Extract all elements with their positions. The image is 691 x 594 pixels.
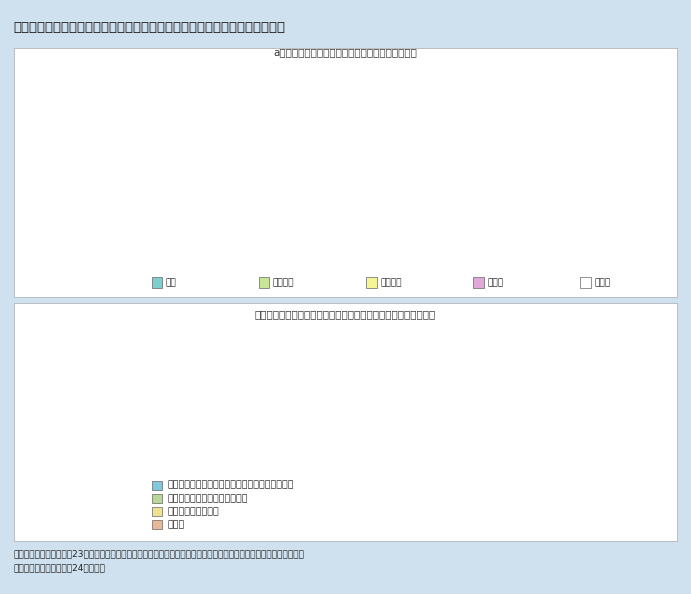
Text: 41.5%: 41.5% [261,438,290,447]
Text: 1.0%: 1.0% [144,116,163,125]
Text: 69.3%: 69.3% [306,225,334,234]
Text: [N=161]: [N=161] [88,402,131,412]
Bar [167,429,384,456]
Bar [138,243,159,251]
Bar [156,180,164,188]
Bar [138,180,156,188]
Bar [138,413,663,422]
Bar [509,342,616,368]
Bar [158,385,350,412]
Bar [660,385,663,412]
Bar [138,429,167,456]
Text: 9.1%: 9.1% [629,350,652,359]
Bar [138,456,663,466]
Bar [138,116,151,124]
Bar [553,219,574,240]
Text: a．過去５年間で採用したポストドクター等の総数: a．過去５年間で採用したポストドクター等の総数 [274,47,417,57]
Bar [616,342,664,368]
Text: 59.1%: 59.1% [339,350,368,359]
Bar [138,342,198,368]
Bar [350,385,660,412]
Text: 2.4%: 2.4% [135,116,154,125]
Bar [589,156,656,176]
Text: 78.0%: 78.0% [329,99,357,108]
Bar [159,243,171,251]
Text: 10.7%: 10.7% [616,99,645,108]
Bar [548,93,589,113]
Text: する調査」（平成24年３月）: する調査」（平成24年３月） [14,563,106,572]
Text: 9.8%: 9.8% [516,225,540,234]
Text: ポスドク+博士: ポスドク+博士 [84,225,131,235]
Bar [589,93,603,113]
Text: 12.7%: 12.7% [608,162,637,171]
Text: 採用実績有: 採用実績有 [101,345,131,355]
Text: 無回答: 無回答 [594,278,610,287]
Text: 1.5%: 1.5% [151,179,169,188]
Text: ０人: ０人 [166,278,177,287]
Text: 採用実績無: 採用実績無 [101,388,131,399]
Text: 雇用は考えていない: 雇用は考えていない [168,507,220,516]
Text: 20.5%: 20.5% [548,350,576,359]
Text: ｂ．過去５年間の採用実績別にみたポストドクター等の雇用意向: ｂ．過去５年間の採用実績別にみたポストドクター等の雇用意向 [255,309,436,320]
Text: 59.0%: 59.0% [491,394,519,403]
Text: [N=44]: [N=44] [95,358,131,368]
Text: 無回答: 無回答 [168,520,185,529]
Text: 3.4%: 3.4% [138,179,157,188]
Text: 11.4%: 11.4% [154,350,182,359]
Text: 36.6%: 36.6% [239,394,268,403]
Text: 博士: 博士 [118,162,131,171]
Text: 14.6%: 14.6% [598,225,627,234]
Bar [651,429,663,456]
Text: 5.4%: 5.4% [141,438,164,447]
Bar [138,156,504,176]
Bar [138,93,548,113]
Bar [138,385,158,412]
Bar [504,156,571,176]
Text: 12.7%: 12.7% [524,162,552,171]
Text: 全体[N=205]: 全体[N=205] [77,437,131,447]
Bar [571,156,589,176]
Text: 69.8%: 69.8% [307,162,336,171]
Bar [151,116,156,124]
Bar [502,219,553,240]
Text: 第１－２－７図／ポストドクター等の採用実績（過去５年間）及び採用意向: 第１－２－７図／ポストドクター等の採用実績（過去５年間）及び採用意向 [14,21,286,34]
Text: 資料：経済産業省　平成23年度産業技術調査事業「中小中堅企業におけるポスドク等高度技術人材の活用可能性等に関: 資料：経済産業省 平成23年度産業技術調査事業「中小中堅企業におけるポスドク等高… [14,549,305,558]
Text: 50.7%: 50.7% [503,438,532,447]
Text: ６人〜: ６人〜 [487,278,503,287]
Bar [574,219,651,240]
Text: ３〜５人: ３〜５人 [380,278,401,287]
Text: 3.7%: 3.7% [136,394,160,403]
Bar [138,219,502,240]
Text: 是非雇用したい（採用する必要性を感じている）: 是非雇用したい（採用する必要性を感じている） [168,481,294,490]
Text: 7.8%: 7.8% [557,99,580,108]
Text: ポスドク: ポスドク [105,98,131,108]
Text: １〜２人: １〜２人 [273,278,294,287]
Bar [384,429,651,456]
Bar [198,342,509,368]
Bar [603,93,659,113]
Text: 2.4%: 2.4% [155,242,175,251]
Text: 能力や条件によっては雇用する: 能力や条件によっては雇用する [168,494,248,503]
Bar [138,369,663,378]
Text: 3.9%: 3.9% [139,242,158,251]
